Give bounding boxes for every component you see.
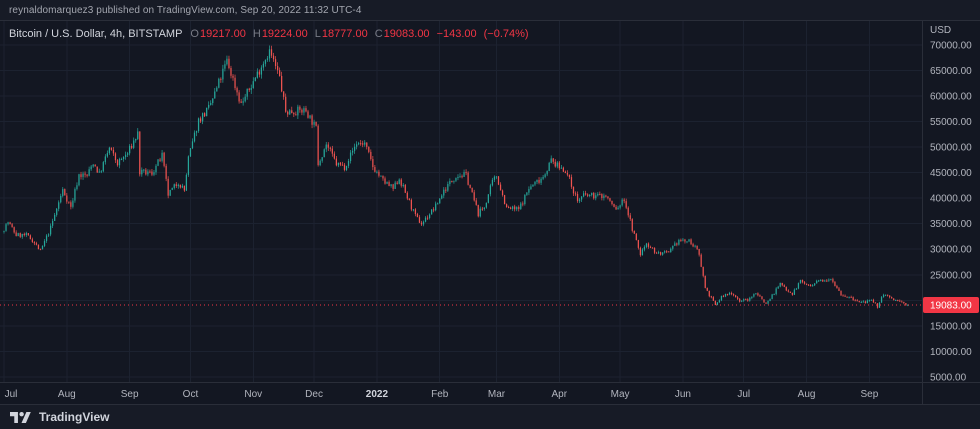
attribution-bar: reynaldomarquez3 published on TradingVie… [0, 0, 980, 21]
high-value: 19224.00 [261, 28, 308, 40]
time-tick-label: Jun [675, 389, 691, 400]
price-tick-label: 35000.00 [930, 219, 972, 230]
attribution-text: reynaldomarquez3 published on TradingVie… [9, 4, 362, 16]
price-tick-label: 45000.00 [930, 168, 972, 179]
time-tick-label: Mar [488, 389, 506, 400]
price-tick-label: 40000.00 [930, 194, 972, 205]
price-tick-label: 15000.00 [930, 321, 972, 332]
price-axis[interactable]: USD 70000.00 65000.00 60000.00 55000.00 50000… [930, 25, 972, 383]
price-tick-label: 50000.00 [930, 143, 972, 154]
close-label: C [374, 28, 383, 40]
candlestick-chart[interactable]: USD 70000.00 65000.00 60000.00 55000.00 50000… [0, 21, 980, 404]
footer-bar: TradingView [0, 404, 980, 429]
price-tick-label: 5000.00 [930, 372, 967, 383]
time-tick-label: Jul [737, 389, 750, 400]
svg-text:19083.00: 19083.00 [930, 300, 972, 311]
time-tick-label: Oct [183, 389, 199, 400]
price-tick-label: 30000.00 [930, 245, 972, 256]
time-tick-label: Aug [798, 389, 816, 400]
time-tick-label: May [611, 389, 630, 400]
time-tick-label: Jul [5, 389, 18, 400]
price-tick-label: 70000.00 [930, 40, 972, 51]
change-percent: (−0.74%) [483, 28, 529, 40]
grid-lines [0, 21, 922, 382]
time-tick-label: Apr [552, 389, 568, 400]
low-label: L [314, 28, 321, 40]
last-price-badge: 19083.00 [923, 296, 979, 313]
time-tick-label: Dec [305, 389, 323, 400]
price-tick-label: 65000.00 [930, 66, 972, 77]
time-tick-label: Feb [431, 389, 449, 400]
price-tick-label: 55000.00 [930, 117, 972, 128]
time-tick-label: Sep [860, 389, 878, 400]
close-value: 19083.00 [383, 28, 430, 40]
time-axis[interactable]: Jul Aug Sep Oct Nov Dec 2022 Feb Mar Apr May Jun Jul… [5, 389, 879, 400]
price-tick-label: 25000.00 [930, 270, 972, 281]
change-value: −143.00 [436, 28, 477, 40]
price-tick-label: 10000.00 [930, 347, 972, 358]
low-value: 18777.00 [321, 28, 368, 40]
candles[interactable] [3, 45, 909, 309]
symbol-title[interactable]: Bitcoin / U.S. Dollar, 4h, BITSTAMP [9, 28, 183, 40]
time-tick-label: Nov [244, 389, 262, 400]
time-tick-label: Aug [58, 389, 76, 400]
open-label: O [190, 28, 199, 40]
chart-area[interactable]: Bitcoin / U.S. Dollar, 4h, BITSTAMP O 192… [0, 21, 980, 404]
time-tick-label: 2022 [366, 389, 389, 400]
symbol-legend[interactable]: Bitcoin / U.S. Dollar, 4h, BITSTAMP O 192… [9, 28, 529, 40]
tradingview-logo-icon[interactable] [10, 410, 32, 425]
price-tick-label: 60000.00 [930, 92, 972, 103]
ohlc-values: O 19217.00 H 19224.00 L 18777.00 C 19083.00 … [190, 28, 528, 40]
time-tick-label: Sep [121, 389, 139, 400]
high-label: H [252, 28, 261, 40]
open-value: 19217.00 [199, 28, 246, 40]
currency-label: USD [930, 25, 951, 36]
tradingview-brand-link[interactable]: TradingView [39, 410, 110, 424]
